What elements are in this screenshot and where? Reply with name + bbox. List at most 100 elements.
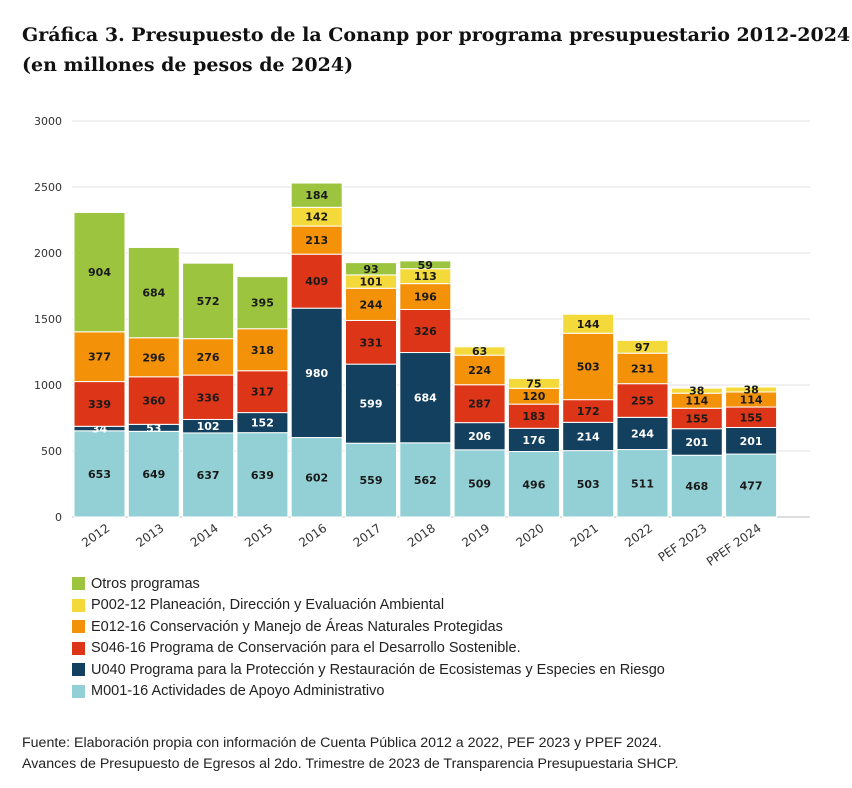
bar-segment-m001-16-2018 bbox=[399, 442, 452, 518]
legend-label-s046: S046-16 Programa de Conservación para el… bbox=[91, 640, 521, 657]
legend-label-m001: M001-16 Actividades de Apoyo Administrat… bbox=[91, 683, 385, 700]
data-label-s046-16-PEF-2023: 155 bbox=[685, 412, 708, 425]
bar-segment-m001-16-2013 bbox=[127, 430, 180, 518]
legend-swatch-s046 bbox=[72, 641, 85, 655]
bar-segment-e012-16-2019 bbox=[453, 354, 506, 386]
source-line-1: Fuente: Elaboración propia con informaci… bbox=[22, 735, 662, 751]
chart-title: Gráfica 3. Presupuesto de la Conanp por … bbox=[22, 20, 850, 80]
data-label-u040-2017: 599 bbox=[360, 398, 383, 411]
data-label-s046-16-2022: 255 bbox=[631, 395, 654, 408]
data-label-u040-PEF-2023: 201 bbox=[685, 436, 708, 449]
data-label-p002-12-2022: 97 bbox=[635, 341, 650, 354]
bar-segment-e012-16-2022 bbox=[616, 352, 669, 385]
data-label-u040-2021: 214 bbox=[577, 430, 600, 443]
data-label-u040-2013: 53 bbox=[146, 422, 161, 435]
data-label-s046-16-2013: 360 bbox=[142, 395, 165, 408]
bar-segment-s046-16-2014 bbox=[182, 374, 235, 420]
legend-item-p002: P002-12 Planeación, Dirección y Evaluaci… bbox=[72, 595, 665, 617]
legend-item-u040: U040 Programa para la Protección y Resta… bbox=[72, 659, 665, 681]
data-label-e012-16-2018: 196 bbox=[414, 291, 437, 304]
data-label-s046-16-2017: 331 bbox=[360, 336, 383, 349]
legend-item-e012: E012-16 Conservación y Manejo de Áreas N… bbox=[72, 616, 665, 638]
x-tick-label-PPEF-2024: PPEF 2024 bbox=[704, 521, 764, 569]
data-label-e012-16-PPEF-2024: 114 bbox=[740, 394, 763, 407]
data-label-e012-16-2015: 318 bbox=[251, 344, 274, 357]
y-tick-label-1000: 1000 bbox=[34, 379, 62, 392]
data-label-otros-2012: 904 bbox=[88, 266, 111, 279]
bar-segment-m001-16-2019 bbox=[453, 449, 506, 518]
x-tick-label-2016: 2016 bbox=[296, 521, 329, 550]
data-label-m001-16-2012: 653 bbox=[88, 468, 111, 481]
data-label-s046-16-2019: 287 bbox=[468, 398, 491, 411]
bar-segment-u040-PPEF-2024 bbox=[725, 427, 778, 455]
bar-segment-otros-2013 bbox=[127, 246, 180, 339]
legend-label-u040: U040 Programa para la Protección y Resta… bbox=[91, 661, 665, 678]
data-label-s046-16-2012: 339 bbox=[88, 398, 111, 411]
x-tick-label-2018: 2018 bbox=[405, 521, 438, 550]
data-label-m001-16-2019: 509 bbox=[468, 477, 491, 490]
bar-segment-m001-16-2016 bbox=[290, 437, 343, 518]
data-label-m001-16-2014: 637 bbox=[197, 469, 220, 482]
data-label-otros-2017: 93 bbox=[363, 263, 378, 276]
data-label-m001-16-PEF-2023: 468 bbox=[685, 480, 708, 493]
bar-segment-m001-16-2020 bbox=[507, 451, 560, 518]
y-tick-label-1500: 1500 bbox=[34, 313, 62, 326]
data-label-m001-16-2017: 559 bbox=[360, 474, 383, 487]
data-label-s046-16-2020: 183 bbox=[522, 410, 545, 423]
data-label-e012-16-2022: 231 bbox=[631, 362, 654, 375]
data-label-p002-12-2021: 144 bbox=[577, 318, 600, 331]
data-label-e012-16-2012: 377 bbox=[88, 351, 111, 364]
x-tick-label-PEF-2023: PEF 2023 bbox=[656, 521, 710, 565]
legend-item-m001: M001-16 Actividades de Apoyo Administrat… bbox=[72, 681, 665, 703]
bar-segment-e012-16-2014 bbox=[182, 338, 235, 376]
data-label-u040-2018: 684 bbox=[414, 392, 437, 405]
bar-segment-u040-2021 bbox=[562, 421, 615, 452]
bar-segment-s046-16-2019 bbox=[453, 384, 506, 424]
legend-item-s046: S046-16 Programa de Conservación para el… bbox=[72, 638, 665, 660]
data-label-e012-16-2017: 244 bbox=[360, 298, 383, 311]
data-label-u040-2014: 102 bbox=[197, 420, 220, 433]
legend-swatch-otros bbox=[72, 577, 85, 591]
bar-segment-s046-16-2013 bbox=[127, 376, 180, 425]
data-label-otros-2015: 395 bbox=[251, 297, 274, 310]
data-label-m001-16-2018: 562 bbox=[414, 474, 437, 487]
x-tick-label-2022: 2022 bbox=[622, 521, 655, 550]
data-label-s046-16-2018: 326 bbox=[414, 325, 437, 338]
x-tick-label-2017: 2017 bbox=[351, 521, 384, 550]
legend-label-e012: E012-16 Conservación y Manejo de Áreas N… bbox=[91, 618, 503, 635]
bar-segment-otros-2012 bbox=[73, 211, 126, 333]
data-label-e012-16-2013: 296 bbox=[142, 351, 165, 364]
bar-segment-p002-12-PPEF-2024 bbox=[725, 386, 778, 393]
y-tick-label-500: 500 bbox=[41, 445, 62, 458]
data-label-s046-16-2016: 409 bbox=[305, 275, 328, 288]
bar-segment-m001-16-2015 bbox=[236, 432, 289, 518]
data-label-p002-12-2020: 75 bbox=[526, 377, 541, 390]
bar-segment-m001-16-2017 bbox=[345, 442, 397, 518]
bar-segment-e012-16-2016 bbox=[290, 225, 343, 255]
x-tick-label-2013: 2013 bbox=[133, 521, 166, 550]
bar-segment-m001-16-2021 bbox=[562, 450, 615, 518]
data-label-m001-16-2021: 503 bbox=[577, 478, 600, 491]
data-label-m001-16-2020: 496 bbox=[522, 478, 545, 491]
bar-segment-p002-12-2022 bbox=[616, 339, 669, 354]
data-label-m001-16-PPEF-2024: 477 bbox=[740, 480, 763, 493]
data-label-m001-16-2022: 511 bbox=[631, 477, 654, 490]
bar-segment-otros-2014 bbox=[182, 262, 235, 340]
legend-label-otros: Otros programas bbox=[91, 575, 200, 592]
bar-segment-otros-2015 bbox=[236, 276, 289, 330]
bar-segment-p002-12-2020 bbox=[507, 377, 560, 389]
y-tick-label-3000: 3000 bbox=[34, 115, 62, 128]
y-tick-label-2000: 2000 bbox=[34, 247, 62, 260]
chart-legend: Otros programas P002-12 Planeación, Dire… bbox=[72, 573, 665, 702]
y-tick-label-0: 0 bbox=[55, 511, 62, 524]
data-label-otros-2018: 59 bbox=[418, 259, 433, 272]
legend-swatch-e012 bbox=[72, 620, 85, 634]
data-label-otros-2014: 572 bbox=[197, 295, 220, 308]
data-label-u040-2019: 206 bbox=[468, 430, 491, 443]
bar-segment-u040-2016 bbox=[290, 307, 343, 439]
source-note: Fuente: Elaboración propia con informaci… bbox=[22, 733, 678, 775]
bar-segment-otros-2018 bbox=[399, 260, 452, 270]
data-label-otros-2013: 684 bbox=[142, 287, 165, 300]
data-label-u040-2022: 244 bbox=[631, 427, 654, 440]
data-label-m001-16-2013: 649 bbox=[142, 468, 165, 481]
